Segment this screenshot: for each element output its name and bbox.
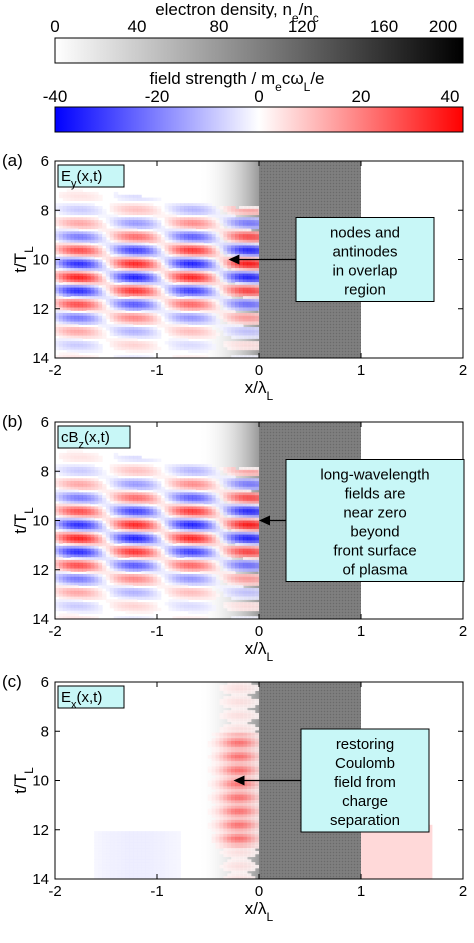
rear-surface-field (361, 824, 433, 879)
y-tick-label: 6 (41, 153, 49, 170)
annotation-line: front surface (333, 543, 416, 560)
x-tick-label: 2 (459, 623, 467, 640)
y-tick-label: 10 (32, 252, 49, 269)
annotation-arrow (233, 775, 301, 786)
x-tick-label: 2 (459, 362, 467, 379)
x-tick-label: 0 (255, 362, 263, 379)
density-colorbar-gradient (54, 37, 464, 64)
y-tick-label: 8 (41, 463, 49, 480)
y-axis-label: t/TL (11, 767, 36, 794)
annotation-box: nodes and antinodes in overlap region (295, 217, 435, 302)
annotation-line: near zero (343, 505, 406, 522)
y-tick-label: 14 (32, 611, 49, 628)
annotation-arrow (228, 254, 296, 265)
y-axis-label: t/TL (11, 507, 36, 534)
x-tick-label: 1 (357, 362, 365, 379)
x-tick-label: -1 (150, 362, 163, 379)
annotation-line: separation (330, 812, 400, 829)
x-tick-label: -2 (48, 883, 61, 900)
x-tick-label: -1 (150, 623, 163, 640)
density-colorbar: electron density, ne/nc 0 40 80 120 160 … (50, 0, 464, 64)
annotation-box: restoring Coulomb field from charge separati… (300, 728, 430, 833)
panel-label: (c) (2, 672, 22, 691)
annotation-line: of plasma (342, 562, 408, 579)
annotation-line: long-wavelength (320, 467, 429, 484)
x-axis-label: x/λL (245, 639, 274, 664)
density-tick-80: 80 (210, 17, 229, 36)
y-tick-label: 8 (41, 723, 49, 740)
y-tick-label: 6 (41, 414, 49, 431)
field-tick-20: 20 (352, 87, 371, 106)
x-tick-label: 1 (357, 623, 365, 640)
field-colorbar: field strength / mecωL/e -40 -20 0 20 40 (43, 69, 464, 133)
x-tick-label: -2 (48, 623, 61, 640)
density-tick-40: 40 (128, 17, 147, 36)
y-tick-label: 10 (32, 773, 49, 790)
annotation-line: charge (342, 793, 388, 810)
density-tick-120: 120 (288, 17, 316, 36)
svg-text:Ey(x,t): Ey(x,t) (61, 168, 102, 190)
panel-label: (a) (2, 151, 23, 170)
annotation-line: region (344, 282, 386, 299)
y-tick-label: 6 (41, 674, 49, 691)
y-tick-label: 14 (32, 350, 49, 367)
y-tick-label: 8 (41, 202, 49, 219)
density-tick-160: 160 (370, 17, 398, 36)
annotation-line: field from (334, 774, 396, 791)
annotation-line: in overlap (332, 263, 397, 280)
density-tick-0: 0 (50, 17, 59, 36)
field-colorbar-title: field strength / mecωL/e (149, 69, 324, 94)
x-tick-label: 1 (357, 883, 365, 900)
annotation-arrow (259, 515, 286, 526)
y-tick-label: 12 (32, 822, 49, 839)
y-axis-label: t/TL (11, 246, 36, 273)
annotation-line: fields are (345, 486, 406, 503)
annotation-line: restoring (336, 736, 394, 753)
y-tick-label: 12 (32, 301, 49, 318)
field-label: Ey(x,t) (57, 164, 125, 190)
field-label: Ex(x,t) (57, 685, 125, 711)
field-tick-neg40: -40 (43, 87, 68, 106)
y-tick-label: 12 (32, 562, 49, 579)
y-tick-label: 14 (32, 871, 49, 888)
panel-label: (b) (2, 412, 23, 431)
field-label: cBz(x,t) (57, 425, 131, 451)
annotation-line: Coulomb (335, 755, 395, 772)
field-colorbar-gradient (54, 106, 464, 133)
x-tick-label: -1 (150, 883, 163, 900)
x-axis-label: x/λL (245, 378, 274, 403)
annotation-line: nodes and (330, 225, 400, 242)
y-tick-label: 10 (32, 513, 49, 530)
x-tick-label: 2 (459, 883, 467, 900)
annotation-line: beyond (350, 524, 399, 541)
field-tick-0: 0 (254, 87, 263, 106)
density-tick-200: 200 (429, 17, 457, 36)
x-tick-label: 0 (255, 883, 263, 900)
density-colorbar-title: electron density, ne/nc (155, 0, 319, 25)
x-tick-label: -2 (48, 362, 61, 379)
annotation-line: antinodes (332, 244, 397, 261)
field-tick-40: 40 (441, 87, 460, 106)
x-axis-label: x/λL (245, 899, 274, 924)
annotation-box: long-wavelength fields are near zero beyond… (285, 459, 465, 582)
x-tick-label: 0 (255, 623, 263, 640)
field-tick-neg20: -20 (145, 87, 170, 106)
heatmap-area (55, 422, 463, 619)
